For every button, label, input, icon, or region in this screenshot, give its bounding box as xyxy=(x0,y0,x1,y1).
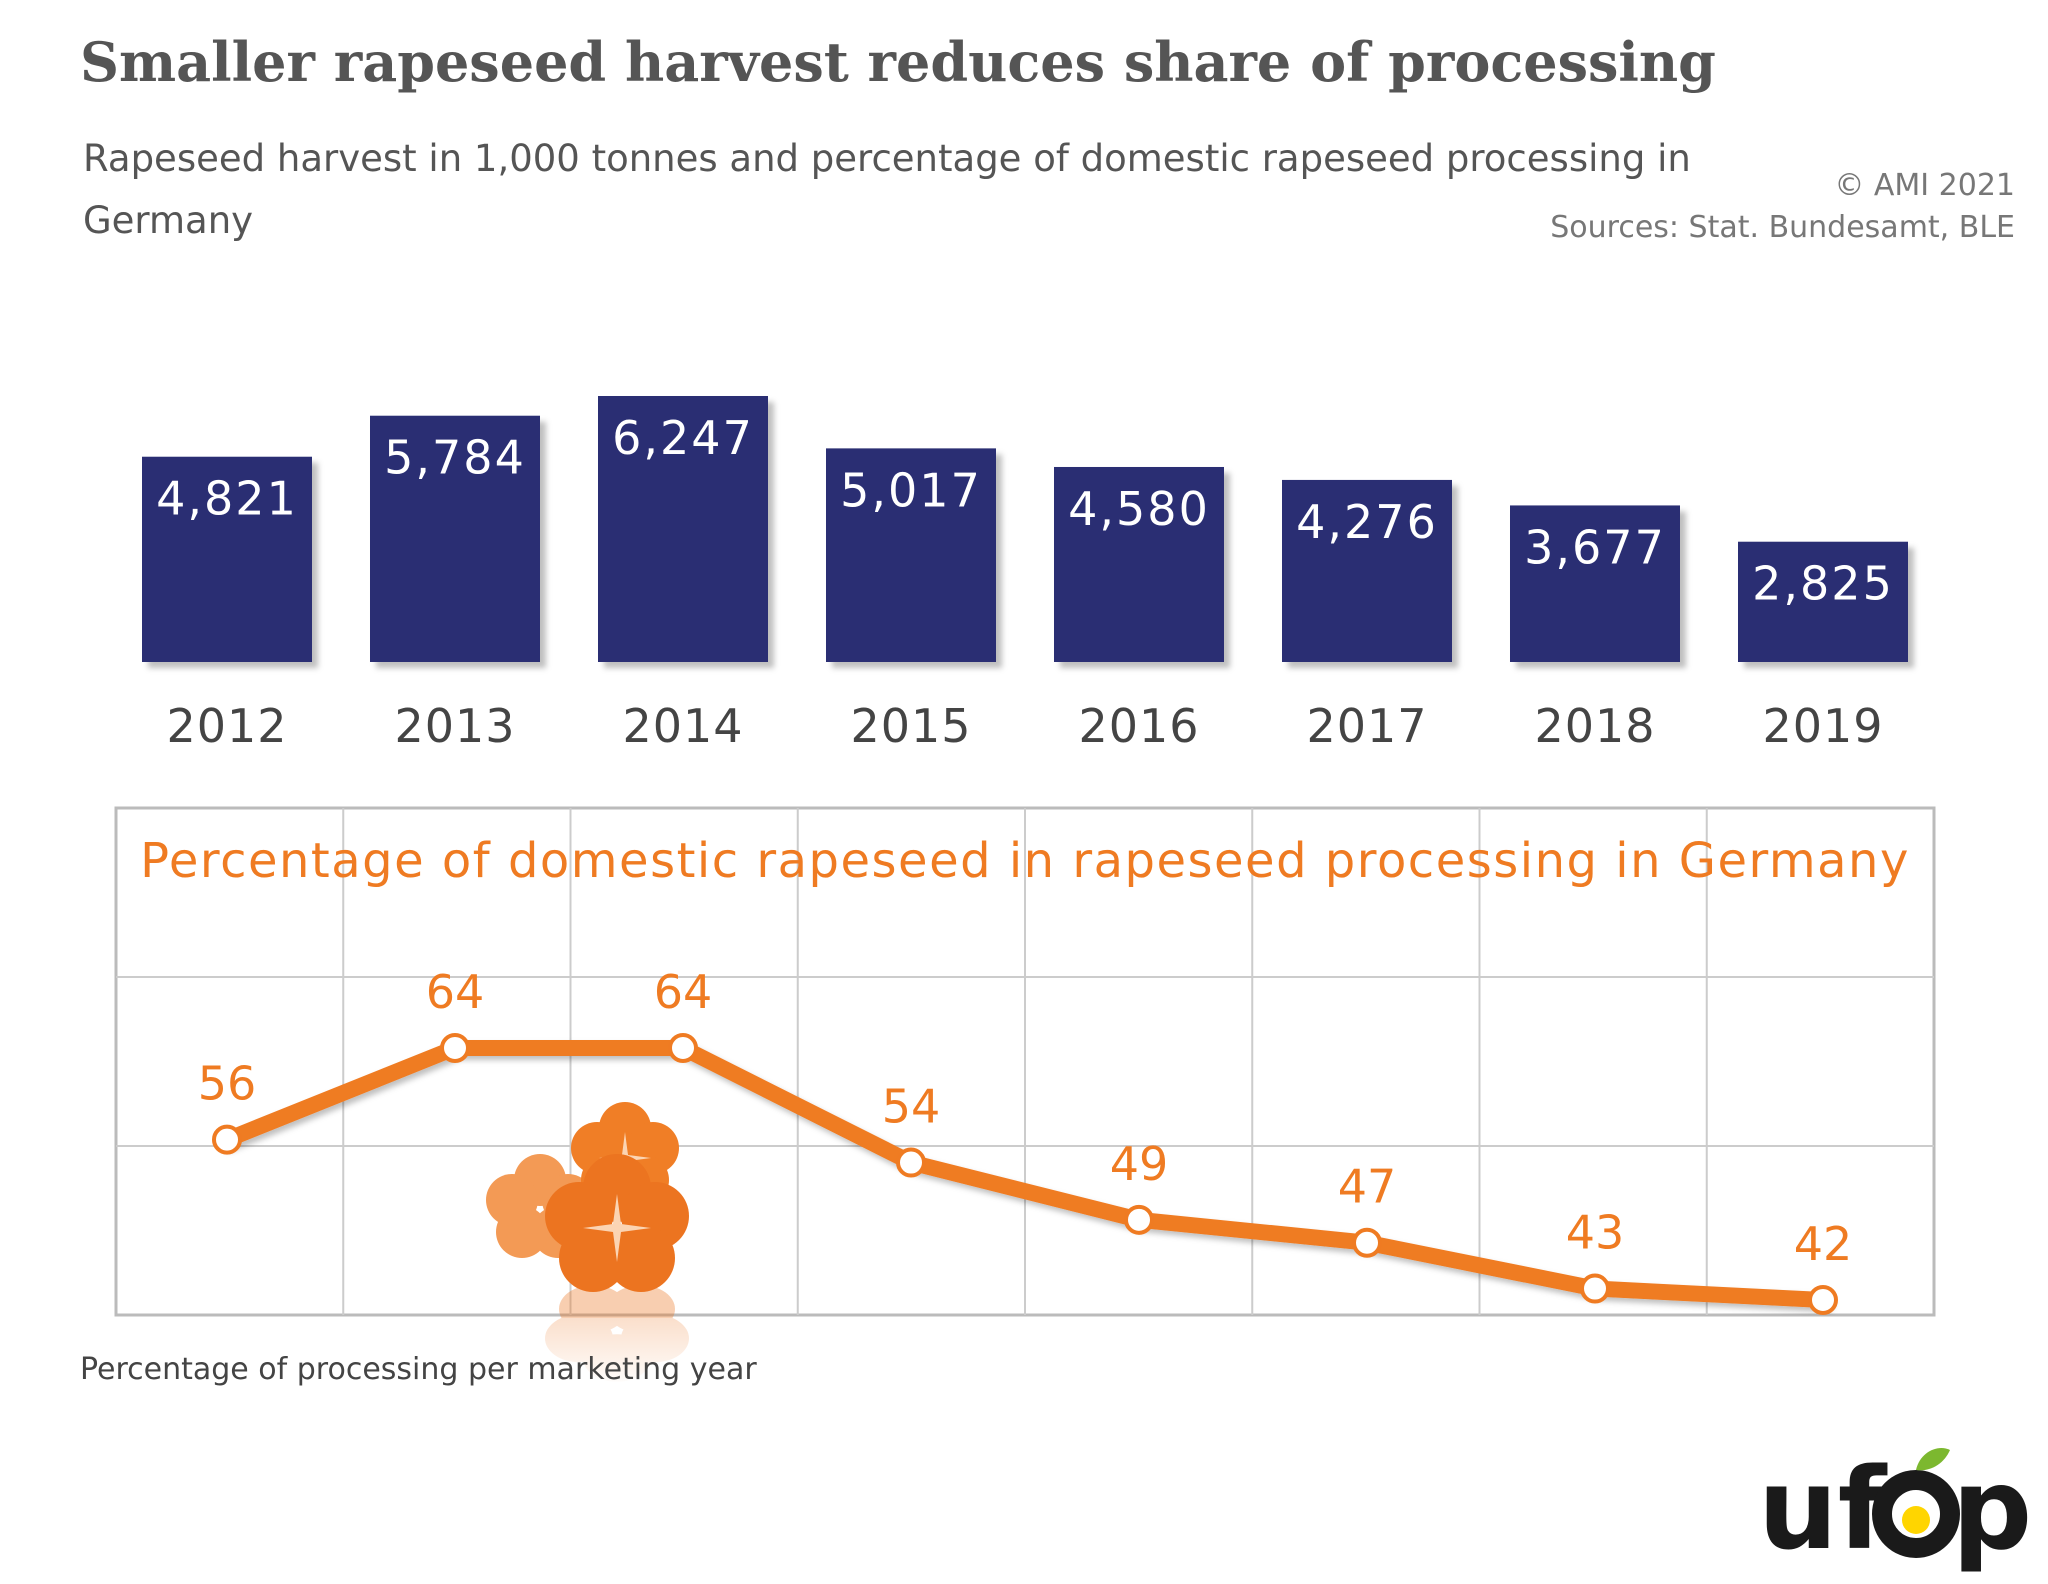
bar-2018 xyxy=(1510,505,1680,662)
line-point-2017 xyxy=(1352,1227,1382,1258)
x-tick-label: 2016 xyxy=(1078,699,1199,753)
source-note: Sources: Stat. Bundesamt, BLE xyxy=(1550,210,2015,245)
line-value-label: 64 xyxy=(654,965,713,1019)
copyright-note: © AMI 2021 xyxy=(1834,168,2015,203)
chart-subtitle: Rapeseed harvest in 1,000 tonnes and per… xyxy=(83,137,1691,242)
line-point-2019 xyxy=(1808,1285,1838,1315)
x-tick-label: 2018 xyxy=(1534,699,1655,753)
line-point-2012 xyxy=(212,1124,242,1155)
svg-text:p: p xyxy=(1952,1445,2032,1575)
x-tick-label: 2019 xyxy=(1762,699,1883,753)
ufop-logo: uf p xyxy=(1758,1445,2032,1575)
line-value-label: 54 xyxy=(882,1080,941,1134)
bar-value-label: 2,825 xyxy=(1752,557,1894,611)
x-tick-label: 2012 xyxy=(166,699,287,753)
bar-value-label: 3,677 xyxy=(1524,520,1666,574)
bar-2014 xyxy=(598,396,768,662)
line-point-2018 xyxy=(1580,1273,1610,1304)
bar-value-label: 6,247 xyxy=(612,411,754,465)
line-path xyxy=(219,1040,1831,1308)
chart-title: Smaller rapeseed harvest reduces share o… xyxy=(80,30,1716,94)
flower-decoration xyxy=(486,1102,700,1388)
bar-2012 xyxy=(142,456,312,662)
line-chart-panel: Percentage of domestic rapeseed in rapes… xyxy=(114,806,1936,1388)
line-value-label: 49 xyxy=(1110,1137,1169,1191)
bar-2013 xyxy=(370,415,540,662)
line-point-2015 xyxy=(896,1147,926,1178)
bar-2015 xyxy=(826,448,996,662)
bar-chart: 4,821 2012 5,784 2013 6,247 2014 5,017 2015 4,58… xyxy=(142,396,1908,753)
bar-value-label: 4,580 xyxy=(1068,482,1210,536)
line-value-label: 43 xyxy=(1566,1206,1625,1260)
x-tick-label: 2014 xyxy=(622,699,743,753)
x-tick-label: 2015 xyxy=(850,699,971,753)
line-value-label: 56 xyxy=(198,1057,257,1111)
bar-2016 xyxy=(1054,466,1224,662)
line-value-label: 42 xyxy=(1794,1217,1853,1271)
bar-value-label: 5,017 xyxy=(840,463,982,517)
line-value-label: 64 xyxy=(426,965,485,1019)
bar-value-label: 4,276 xyxy=(1296,495,1438,549)
bar-2017 xyxy=(1282,479,1452,662)
x-tick-label: 2013 xyxy=(394,699,515,753)
line-point-2013 xyxy=(440,1033,470,1063)
bar-value-label: 4,821 xyxy=(156,472,298,526)
svg-text:uf: uf xyxy=(1758,1445,1888,1575)
footnote: Percentage of processing per marketing y… xyxy=(80,1352,757,1387)
line-chart-title: Percentage of domestic rapeseed in rapes… xyxy=(140,833,1910,889)
line-point-2016 xyxy=(1124,1204,1154,1235)
bar-2019 xyxy=(1738,541,1908,662)
line-value-label: 47 xyxy=(1338,1160,1397,1214)
bar-value-label: 5,784 xyxy=(384,431,526,485)
line-point-2014 xyxy=(668,1033,698,1063)
line-series: 56 64 64 54 49 47 43 42 xyxy=(198,965,1853,1315)
x-tick-label: 2017 xyxy=(1306,699,1427,753)
logo-o-with-leaf-icon xyxy=(1872,1448,1960,1558)
